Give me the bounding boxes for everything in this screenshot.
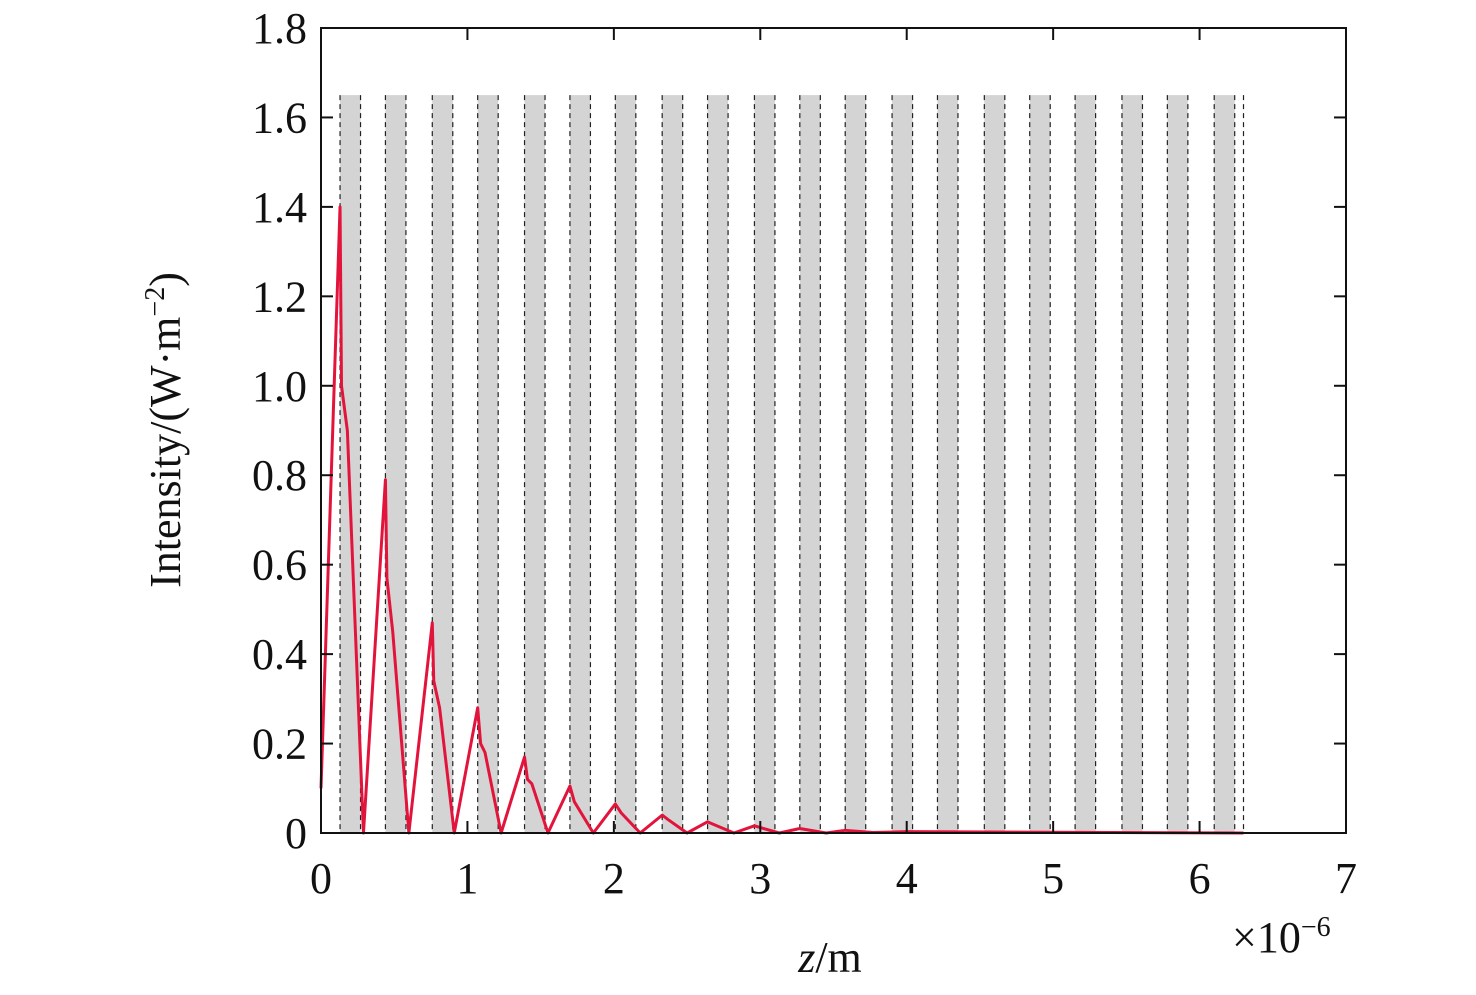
x-scale-label: ×10−6	[1232, 912, 1331, 962]
x-scale-exp: −6	[1301, 912, 1331, 943]
y-tick-label: 1.6	[252, 93, 307, 142]
layer	[615, 95, 636, 834]
y-axis-label: Intensity/(W·m−2)	[140, 272, 190, 588]
layer	[1214, 95, 1235, 834]
layer	[1029, 95, 1051, 834]
y-tick-label: 0.2	[252, 720, 307, 769]
layer	[569, 95, 591, 834]
x-tick-label: 7	[1335, 854, 1357, 903]
x-scale-base: ×10	[1232, 913, 1301, 962]
layer	[754, 95, 775, 834]
layer	[984, 95, 1005, 834]
layer	[662, 95, 683, 834]
layer	[937, 95, 958, 834]
layer	[1121, 95, 1143, 834]
y-label-end: )	[141, 272, 190, 287]
layer	[799, 95, 821, 834]
layer	[845, 95, 866, 834]
plot-frame	[320, 27, 1347, 834]
layer	[385, 95, 406, 834]
layer	[432, 95, 453, 834]
x-tick-label: 1	[456, 854, 478, 903]
x-tick-label: 6	[1189, 854, 1211, 903]
y-label-main: Intensity/(W·m	[141, 317, 190, 588]
x-tick-label: 3	[749, 854, 771, 903]
layer	[1075, 95, 1096, 834]
x-tick-label: 4	[896, 854, 918, 903]
y-tick-label: 1.8	[252, 4, 307, 53]
y-tick-label: 1.0	[252, 362, 307, 411]
y-label-exp: −2	[140, 287, 171, 317]
y-tick-label: 0.6	[252, 541, 307, 590]
layer	[707, 95, 729, 834]
data-line	[319, 205, 1244, 835]
x-axis-label: z/m	[797, 933, 862, 982]
y-tick-label: 0.8	[252, 451, 307, 500]
y-tick-label: 1.2	[252, 272, 307, 321]
layer	[524, 95, 546, 834]
x-tick-label: 0	[310, 854, 332, 903]
layer	[1167, 95, 1188, 834]
x-label-unit: /m	[815, 933, 861, 982]
layer	[892, 95, 913, 834]
y-tick-label: 0	[285, 809, 307, 858]
layer	[340, 95, 361, 834]
y-tick-label: 1.4	[252, 183, 307, 232]
layer	[477, 95, 499, 834]
x-tick-label: 5	[1042, 854, 1064, 903]
y-tick-label: 0.4	[252, 630, 307, 679]
x-label-var: z	[797, 933, 815, 982]
x-tick-label: 2	[603, 854, 625, 903]
